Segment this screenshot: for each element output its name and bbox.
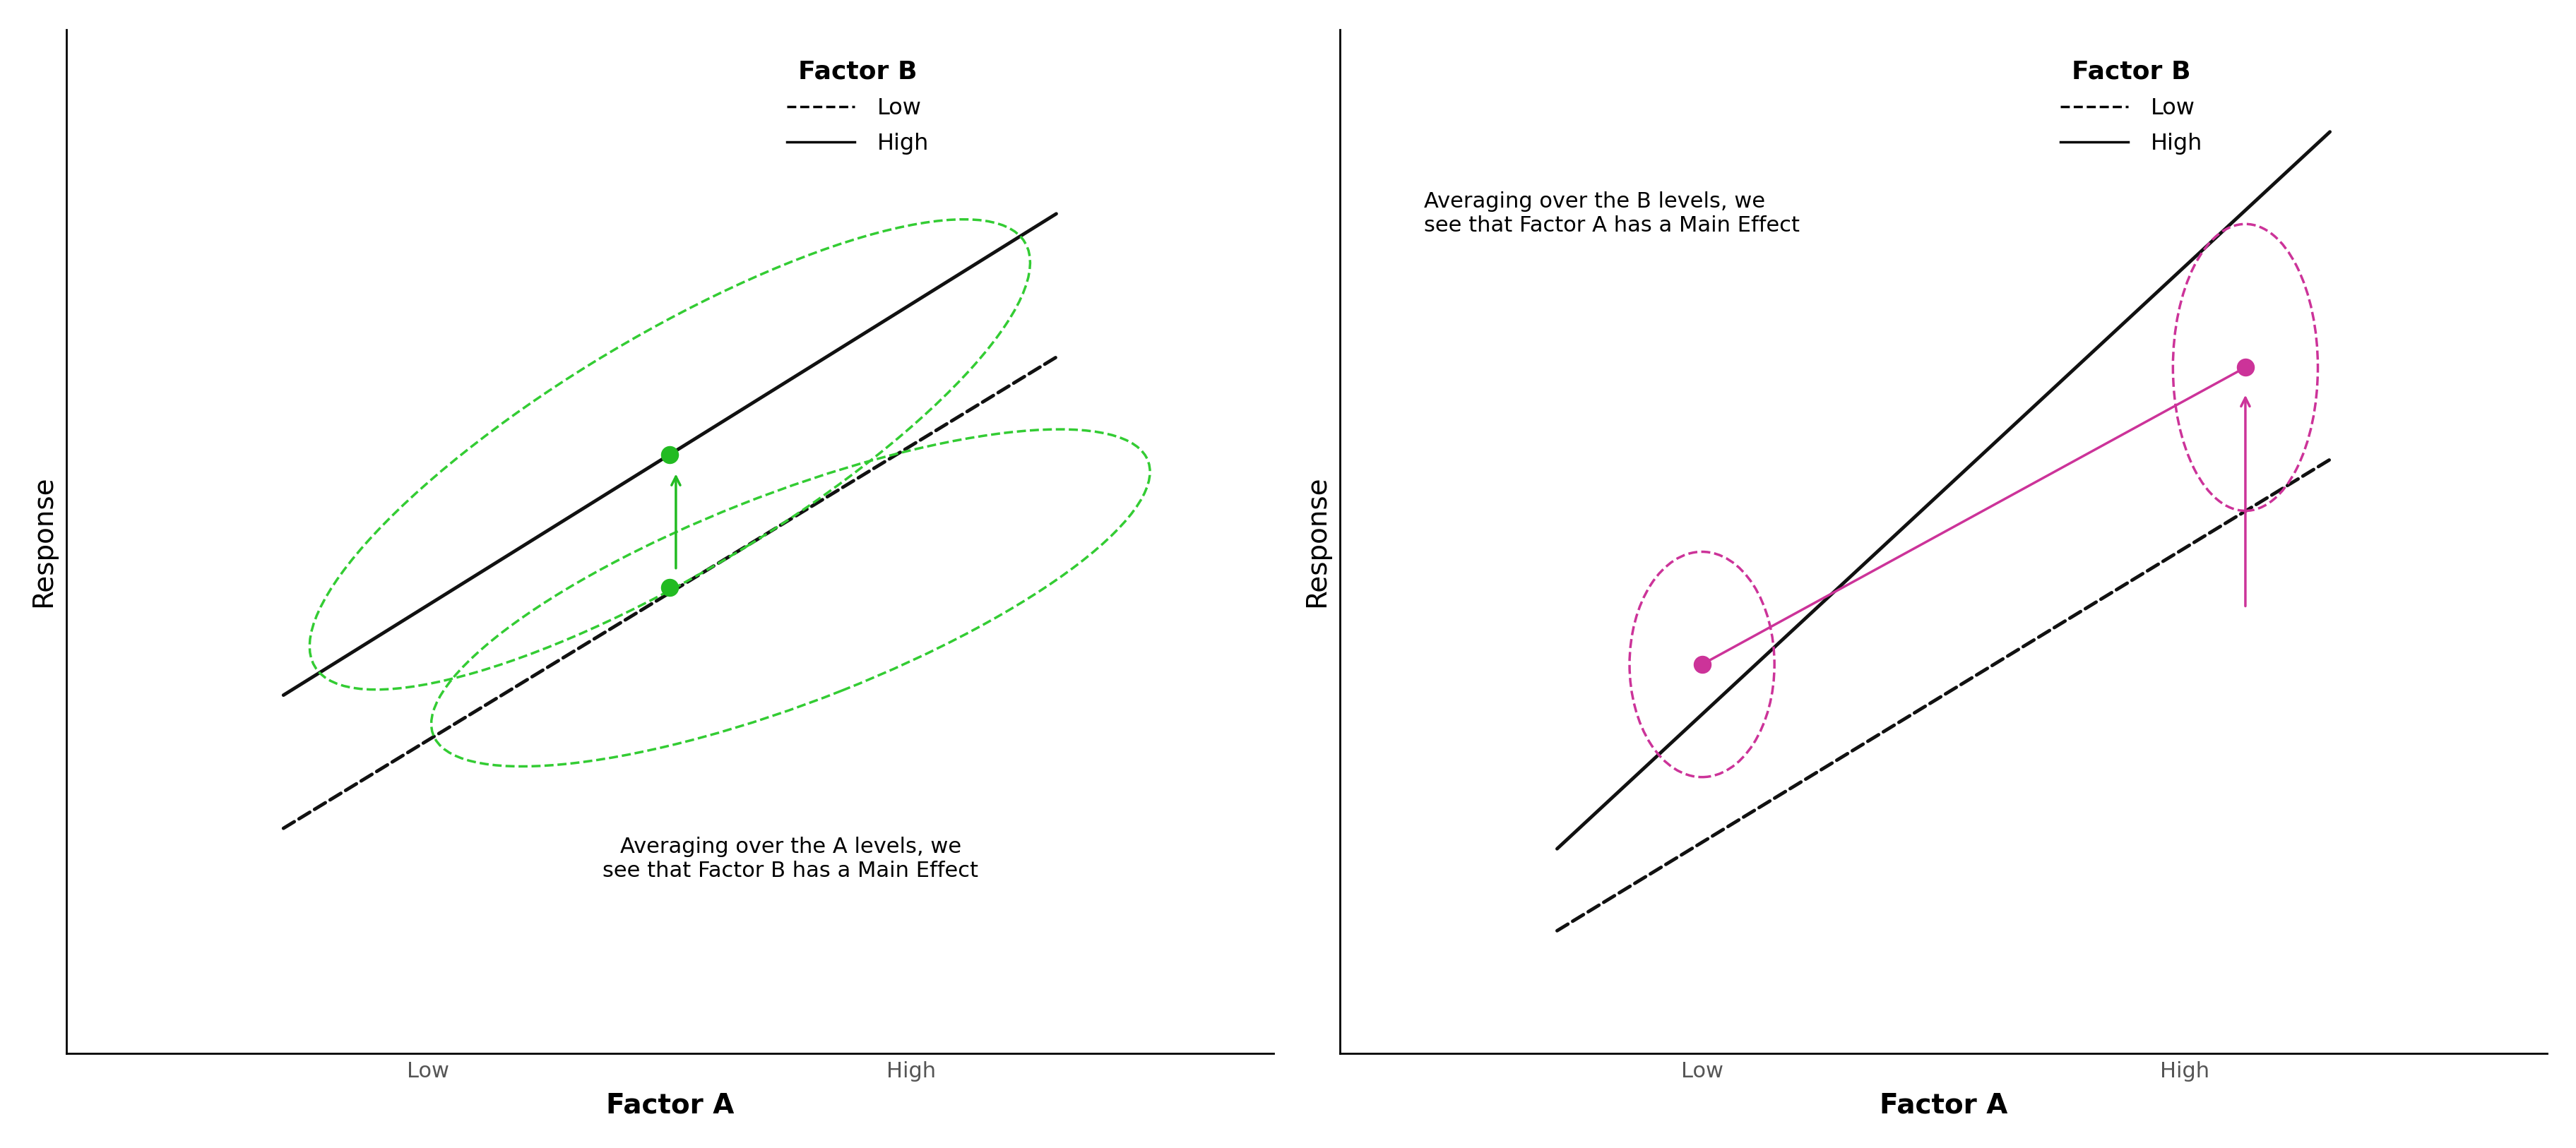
Y-axis label: Response: Response — [1303, 475, 1329, 607]
Text: Averaging over the B levels, we
see that Factor A has a Main Effect: Averaging over the B levels, we see that… — [1425, 192, 1801, 235]
Point — [649, 579, 690, 597]
Legend: Low, High: Low, High — [778, 51, 938, 164]
X-axis label: Factor A: Factor A — [605, 1092, 734, 1118]
Point — [2223, 358, 2264, 377]
Point — [1682, 656, 1723, 674]
Point — [649, 445, 690, 464]
Y-axis label: Response: Response — [28, 475, 57, 607]
Text: Averaging over the A levels, we
see that Factor B has a Main Effect: Averaging over the A levels, we see that… — [603, 837, 979, 882]
X-axis label: Factor A: Factor A — [1878, 1092, 2007, 1118]
Legend: Low, High: Low, High — [2050, 51, 2210, 164]
